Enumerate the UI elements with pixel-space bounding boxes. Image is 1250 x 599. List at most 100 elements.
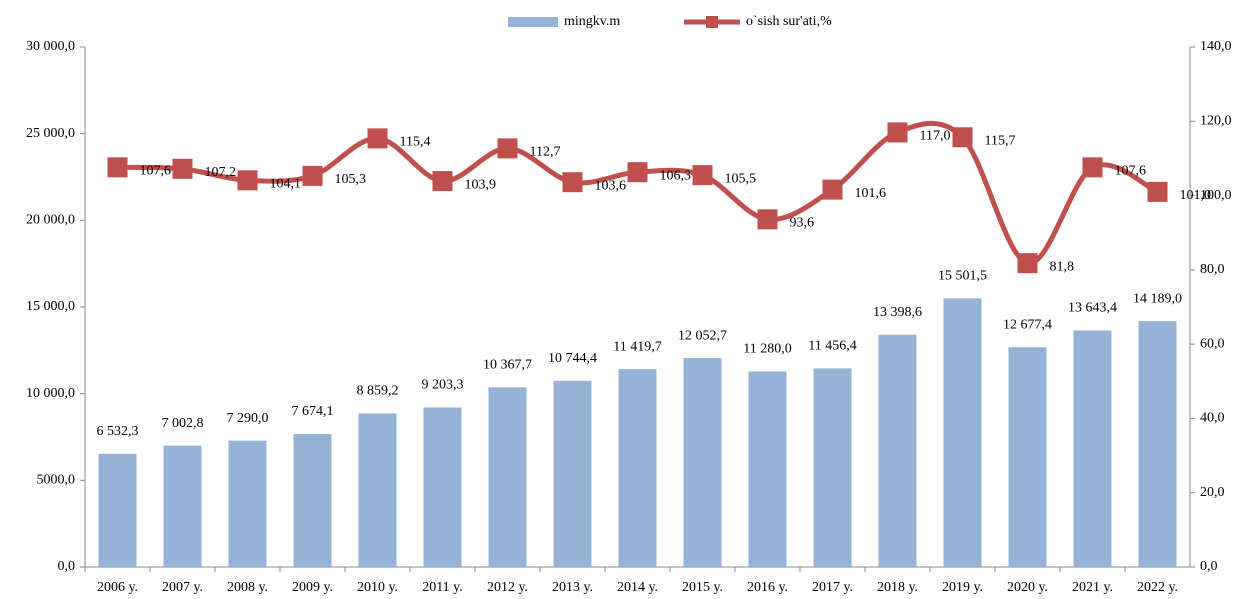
line-value-label: 105,3 [335, 172, 367, 187]
line-marker [432, 171, 453, 192]
bar [683, 358, 722, 567]
line-marker [107, 157, 128, 178]
y-tick-label: 20 000,0 [26, 213, 75, 228]
x-tick-label: 2012 y. [487, 580, 528, 595]
bar-value-label: 11 456,4 [808, 339, 856, 354]
x-tick-label: 2020 y. [1007, 580, 1048, 595]
line-marker [1082, 157, 1103, 178]
x-tick-label: 2016 y. [747, 580, 788, 595]
x-tick-label: 2006 y. [97, 580, 138, 595]
y-tick-label: 10 000,0 [26, 386, 75, 401]
line-marker [887, 122, 908, 143]
line-marker [172, 158, 193, 179]
x-tick-label: 2014 y. [617, 580, 658, 595]
bar [358, 413, 397, 567]
bar-value-label: 12 677,4 [1003, 317, 1052, 332]
bar [488, 387, 527, 567]
line-marker [952, 127, 973, 148]
bar [878, 334, 917, 567]
line-marker [757, 209, 778, 230]
bar-value-label: 13 643,4 [1068, 301, 1117, 316]
bar-value-label: 15 501,5 [938, 269, 987, 284]
line-value-label: 115,7 [985, 133, 1016, 148]
line-value-label: 101,6 [855, 186, 887, 201]
line-value-label: 115,4 [400, 135, 431, 150]
bar-value-label: 9 203,3 [422, 378, 464, 393]
line-value-label: 105,5 [725, 171, 757, 186]
bar [813, 368, 852, 567]
line-marker [1017, 253, 1038, 274]
y-tick-label: 0,0 [58, 559, 76, 574]
line-value-label: 93,6 [790, 216, 815, 231]
line-value-label: 103,9 [465, 177, 497, 192]
bar-value-label: 10 744,4 [548, 351, 597, 366]
line-marker [237, 170, 258, 191]
x-tick-label: 2019 y. [942, 580, 983, 595]
bar [163, 445, 202, 567]
bar-value-label: 11 280,0 [743, 342, 791, 357]
line-marker [367, 128, 388, 149]
bar-value-label: 7 290,0 [227, 411, 269, 426]
bar-value-label: 7 674,1 [292, 404, 334, 419]
line-marker [1147, 181, 1168, 202]
bar [1073, 330, 1112, 567]
y-tick-label: 5000,0 [37, 473, 76, 488]
bar [748, 371, 787, 567]
line-marker [692, 165, 713, 186]
y2-tick-label: 0,0 [1200, 559, 1218, 574]
line-marker [497, 138, 518, 159]
legend-swatch [508, 17, 558, 27]
legend-label: mingkv.m [564, 14, 620, 29]
line-value-label: 107,6 [140, 164, 172, 179]
x-tick-label: 2007 y. [162, 580, 203, 595]
legend-label: o`sish sur'ati,% [746, 14, 832, 29]
bar-value-label: 7 002,8 [162, 416, 204, 431]
y2-tick-label: 60,0 [1200, 336, 1225, 351]
bar [943, 298, 982, 567]
bar-value-label: 12 052,7 [678, 328, 727, 343]
y2-tick-label: 100,0 [1200, 188, 1232, 203]
line-marker [562, 172, 583, 193]
x-tick-label: 2018 y. [877, 580, 918, 595]
bar [618, 369, 657, 567]
bar [1008, 347, 1047, 567]
bar-value-label: 13 398,6 [873, 305, 922, 320]
line-value-label: 81,8 [1050, 259, 1075, 274]
x-tick-label: 2011 y. [422, 580, 463, 595]
bar [423, 407, 462, 567]
y2-tick-label: 80,0 [1200, 262, 1225, 277]
x-tick-label: 2021 y. [1072, 580, 1113, 595]
legend-swatch-marker [706, 16, 718, 28]
bar [1138, 321, 1177, 567]
line-value-label: 106,3 [660, 168, 692, 183]
x-tick-label: 2009 y. [292, 580, 333, 595]
line-value-label: 104,1 [270, 177, 302, 192]
bar-value-label: 14 189,0 [1133, 291, 1182, 306]
x-tick-label: 2010 y. [357, 580, 398, 595]
x-tick-label: 2017 y. [812, 580, 853, 595]
x-tick-label: 2015 y. [682, 580, 723, 595]
y2-tick-label: 40,0 [1200, 411, 1225, 426]
line-value-label: 107,6 [1115, 164, 1147, 179]
line-marker [627, 162, 648, 183]
line-value-label: 101,0 [1180, 188, 1212, 203]
bar-value-label: 8 859,2 [357, 384, 399, 399]
y-tick-label: 15 000,0 [26, 299, 75, 314]
line-value-label: 117,0 [920, 129, 951, 144]
bar [553, 380, 592, 567]
x-tick-label: 2022 y. [1137, 580, 1178, 595]
y-tick-label: 30 000,0 [26, 39, 75, 54]
x-tick-label: 2013 y. [552, 580, 593, 595]
y2-tick-label: 140,0 [1200, 39, 1232, 54]
line-value-label: 103,6 [595, 178, 627, 193]
line-value-label: 107,2 [205, 165, 237, 180]
line-marker [302, 165, 323, 186]
bar [293, 433, 332, 567]
y2-tick-label: 120,0 [1200, 114, 1232, 129]
bar [98, 453, 137, 567]
line-value-label: 112,7 [530, 145, 561, 160]
y2-tick-label: 20,0 [1200, 485, 1225, 500]
x-tick-label: 2008 y. [227, 580, 268, 595]
bar-value-label: 6 532,3 [97, 424, 139, 439]
